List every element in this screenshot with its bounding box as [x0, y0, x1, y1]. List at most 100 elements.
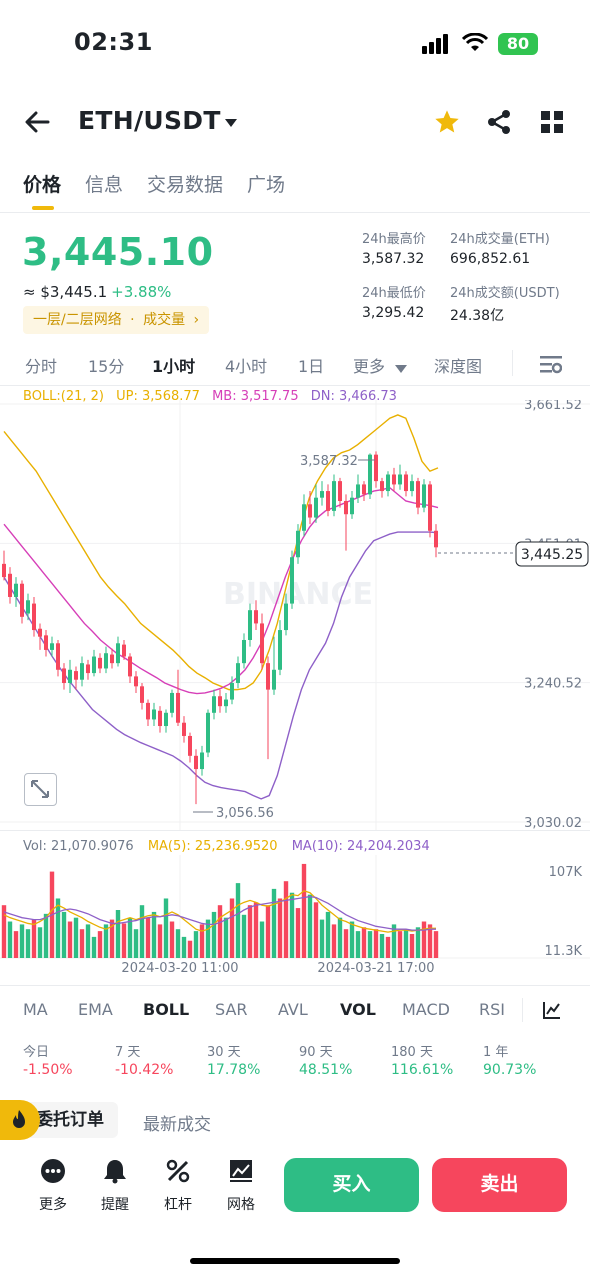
current-price-box	[515, 541, 589, 567]
last-price: 3,445.10	[22, 230, 214, 274]
nav-more-label: 更多	[39, 1197, 67, 1213]
ind-rsi[interactable]: RSI	[479, 1000, 505, 1019]
more-caret-icon[interactable]	[395, 359, 407, 378]
ind-divider	[522, 998, 523, 1022]
candle-body	[20, 583, 24, 617]
volume-bar	[403, 929, 409, 958]
boll-dn-line	[3, 531, 439, 800]
interval-15m[interactable]: 15分	[88, 357, 125, 376]
volume-bar	[253, 902, 259, 958]
volume-bar	[259, 921, 265, 958]
perf-label: 今日	[23, 1045, 50, 1060]
candle-body	[224, 699, 228, 707]
candle-body	[128, 656, 132, 677]
volume-bar	[319, 919, 325, 958]
volume-bar	[241, 914, 247, 958]
current-price-label: 3,445.25	[521, 547, 583, 563]
candle-body	[122, 644, 126, 657]
volume-bar	[139, 905, 145, 958]
vol-tick-max: 107K	[549, 865, 583, 880]
ind-ma[interactable]: MA	[23, 1000, 48, 1019]
grid-menu-icon[interactable]	[540, 110, 564, 138]
candle-body	[326, 491, 330, 511]
category-tag[interactable]: 一层/二层网络 · 成交量 ›	[23, 306, 210, 334]
candle-body	[278, 630, 282, 670]
buy-button[interactable]: 买入	[284, 1158, 419, 1212]
volume-bar	[13, 931, 19, 958]
volume-bar	[187, 940, 193, 958]
volume-bar	[397, 931, 403, 958]
nav-leverage[interactable]: 杠杆	[153, 1158, 203, 1214]
vol-usdt-label: 24h成交额(USDT)	[450, 286, 560, 301]
tab-square[interactable]: 广场	[247, 174, 286, 196]
high-label: 24h最高价	[362, 232, 426, 247]
volume-bar	[355, 931, 361, 958]
caret-down-icon[interactable]	[224, 114, 238, 133]
interval-4h[interactable]: 4小时	[225, 357, 268, 376]
volume-bar	[55, 898, 61, 958]
vol-ma10: MA(10): 24,204.2034	[291, 839, 430, 854]
candle-body	[50, 643, 54, 650]
nav-alert[interactable]: 提醒	[90, 1158, 140, 1214]
candle-body	[152, 709, 156, 720]
ind-macd[interactable]: MACD	[402, 1000, 450, 1019]
chart-settings-icon[interactable]	[540, 354, 563, 378]
volume-bar	[7, 921, 13, 958]
volume-bar	[85, 924, 91, 958]
bell-icon	[104, 1160, 126, 1184]
interval-line[interactable]: 分时	[25, 357, 58, 376]
fullscreen-icon[interactable]	[24, 773, 57, 806]
volume-chart[interactable]: 107K 11.3K 2024-03-20 11:00 2024-03-21 1…	[0, 855, 590, 980]
tab-info[interactable]: 信息	[85, 174, 124, 196]
perf-label: 1 年	[483, 1045, 509, 1060]
candle-body	[188, 735, 192, 756]
volume-bar	[157, 924, 163, 958]
favorite-star-icon[interactable]	[433, 108, 461, 140]
interval-more[interactable]: 更多	[353, 357, 386, 376]
tab-active-indicator	[32, 206, 54, 210]
candle-body	[398, 474, 402, 485]
ind-boll[interactable]: BOLL	[143, 1000, 190, 1019]
ind-sar[interactable]: SAR	[215, 1000, 248, 1019]
interval-depth[interactable]: 深度图	[434, 357, 483, 376]
price-change: +3.88%	[111, 283, 172, 301]
volume-bar	[295, 908, 301, 958]
pair-title[interactable]: ETH/USDT	[78, 106, 221, 135]
interval-1h[interactable]: 1小时	[152, 357, 196, 376]
perf-value: 116.61%	[391, 1062, 454, 1078]
chart-grid	[0, 400, 590, 830]
interval-1d[interactable]: 1日	[298, 357, 325, 376]
vol-tick-min: 11.3K	[545, 944, 583, 959]
nav-grid[interactable]: 网格	[216, 1158, 266, 1214]
interval-divider	[512, 350, 513, 376]
candle-body	[134, 676, 138, 687]
back-arrow-icon[interactable]	[24, 108, 52, 140]
volume-bar	[265, 905, 271, 958]
sell-button[interactable]: 卖出	[432, 1158, 567, 1212]
high-marker-label: 3,587.32	[300, 454, 358, 469]
candle-body	[320, 491, 324, 498]
indicator-bar: MA EMA BOLL SAR AVL VOL MACD RSI	[0, 998, 590, 1024]
interval-bar: 分时 15分 1小时 4小时 1日 更多 深度图	[0, 350, 590, 378]
candlestick-chart[interactable]: BINANCE 3,661.523,451.013,240.523,030.02…	[0, 400, 590, 830]
candle-body	[116, 643, 120, 664]
indicator-settings-icon[interactable]	[542, 1000, 562, 1024]
tab-price[interactable]: 价格	[23, 174, 62, 196]
hot-badge[interactable]	[0, 1100, 40, 1140]
ind-avl[interactable]: AVL	[278, 1000, 308, 1019]
candle-body	[356, 484, 360, 498]
tab-latest-trades[interactable]: 最新成交	[143, 1115, 211, 1135]
candle-body	[266, 663, 270, 690]
nav-more[interactable]: 更多	[28, 1158, 78, 1214]
volume-bar	[235, 883, 241, 958]
tab-trading-data[interactable]: 交易数据	[147, 174, 224, 196]
volume-bar	[349, 921, 355, 958]
ind-ema[interactable]: EMA	[78, 1000, 113, 1019]
candle-body	[104, 653, 108, 669]
volume-bar	[373, 929, 379, 958]
volume-bar	[211, 911, 217, 958]
ind-vol[interactable]: VOL	[340, 1000, 376, 1019]
volume-bar	[391, 924, 397, 958]
share-icon[interactable]	[486, 109, 512, 139]
low-label: 24h最低价	[362, 286, 426, 301]
